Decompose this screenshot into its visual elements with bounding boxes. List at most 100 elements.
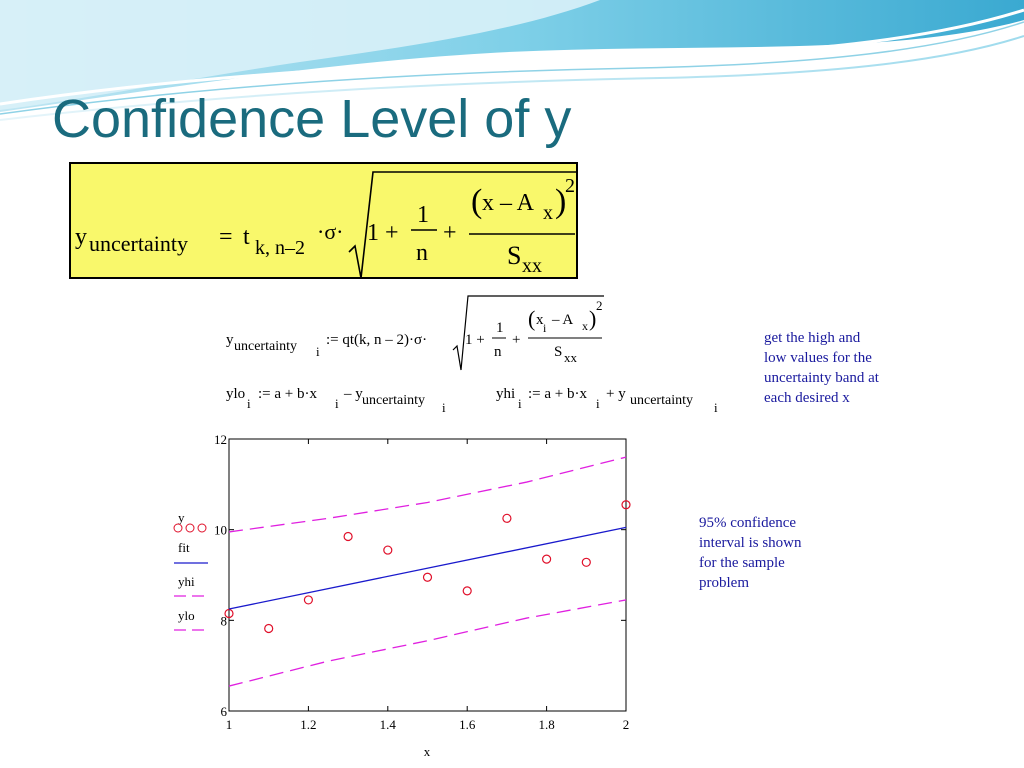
note-high-low-line: get the high and	[764, 330, 861, 346]
formula-lhs-sub: uncertainty	[89, 231, 188, 256]
data-point-y	[383, 545, 393, 555]
slide-title: Confidence Level of y	[52, 89, 572, 149]
header-wave-decoration	[0, 0, 1024, 121]
legend-label-ylo: ylo	[178, 608, 195, 623]
data-point-y	[303, 595, 313, 605]
formula-f2-den: S	[507, 241, 521, 270]
data-point-y	[343, 531, 353, 542]
y-tick-label: 8	[221, 613, 228, 628]
ylo-rhs-tail: – y	[343, 386, 363, 402]
formula-t: t	[243, 224, 250, 250]
note-confidence-line: 95% confidence	[699, 515, 797, 531]
def1-rparen: )	[589, 306, 596, 331]
data-point-y	[581, 557, 591, 567]
yhi-rhs: := a + b·x	[528, 386, 587, 402]
data-point-y	[224, 608, 234, 619]
ylo-rhs: := a + b·x	[258, 386, 317, 402]
formula-svg: y uncertainty = t k, n–2 ·σ· 1 + 1 n + (…	[75, 171, 577, 279]
x-tick-label: 1.4	[380, 717, 397, 732]
mathcad-definitions: y uncertainty i := qt(k, n – 2)·σ· 1 + 1…	[226, 295, 718, 415]
legend-marker-y	[185, 523, 195, 533]
formula-equals: =	[219, 224, 233, 250]
def1-lhs-sub: uncertainty	[234, 339, 297, 354]
def1-plus: +	[512, 332, 520, 348]
series-line-fit	[228, 526, 627, 610]
formula-lhs: y	[75, 224, 87, 250]
yhi-rhs-sub-idx: i	[714, 400, 718, 415]
def1-f2-den-sub: xx	[564, 350, 578, 365]
formula-one-plus: 1 +	[367, 220, 399, 246]
formula-f2-rparen: )	[555, 183, 566, 220]
note-high-low-line: uncertainty band at	[764, 370, 879, 386]
def1-f2-num: x	[536, 312, 544, 328]
data-point-y	[542, 554, 552, 564]
y-tick-label: 10	[214, 523, 227, 538]
note-confidence-line: interval is shown	[699, 535, 802, 551]
note-confidence-line: for the sample	[699, 555, 785, 571]
def1-idx: i	[316, 344, 320, 359]
def1-lhs: y	[226, 332, 234, 348]
note-high-low: get the high and low values for the unce…	[764, 328, 879, 408]
data-point-y	[264, 623, 274, 634]
formula-f1-den: n	[416, 240, 428, 266]
formula-t-sub: k, n–2	[255, 237, 305, 259]
yhi-rhs-tail: + y	[606, 386, 626, 402]
formula-f2-den-sub: xx	[522, 255, 542, 277]
plot-frame	[228, 438, 627, 712]
formula-f2-exp: 2	[565, 175, 575, 197]
legend-marker-y	[197, 523, 207, 533]
yhi-rhs-idx: i	[596, 396, 600, 411]
y-tick-label: 12	[214, 432, 227, 447]
def1-sqrt	[452, 295, 604, 371]
note-confidence-line: problem	[699, 575, 749, 591]
yhi-idx: i	[518, 396, 522, 411]
data-point-y	[422, 572, 433, 582]
x-tick-label: 1.8	[538, 717, 554, 732]
x-tick-label: 2	[623, 717, 630, 732]
note-high-low-line: low values for the	[764, 350, 872, 366]
data-point-y	[621, 500, 631, 510]
note-confidence: 95% confidence interval is shown for the…	[699, 513, 802, 593]
legend-marker-y	[173, 523, 183, 533]
yhi-lhs: yhi	[496, 386, 515, 402]
x-tick-label: 1.6	[459, 717, 476, 732]
data-point-y	[462, 586, 472, 596]
def1-f1-den: n	[494, 344, 502, 360]
def1-rhs: := qt(k, n – 2)·σ·	[326, 332, 427, 348]
formula-sqrt	[348, 171, 577, 279]
def1-one: 1 +	[465, 332, 485, 348]
x-axis-label: x	[424, 744, 431, 759]
formula-f1-num: 1	[417, 202, 429, 228]
def1-f2-exp: 2	[596, 298, 603, 313]
legend-label-yhi: yhi	[178, 574, 195, 589]
series-line-ylo	[228, 599, 627, 687]
legend-label-y: y	[178, 510, 185, 525]
yhi-rhs-sub: uncertainty	[630, 393, 693, 408]
def1-f2-num-rest: – A	[551, 312, 573, 328]
formula-f2-num: x – A	[482, 190, 535, 216]
note-high-low-line: each desired x	[764, 390, 850, 406]
data-point-y	[502, 513, 512, 523]
x-tick-label: 1	[226, 717, 233, 732]
def1-f2-den: S	[554, 344, 562, 360]
def1-f2-num-i: i	[543, 321, 547, 335]
ylo-rhs-sub: uncertainty	[362, 393, 425, 408]
y-tick-label: 6	[221, 704, 228, 719]
ylo-rhs-sub-idx: i	[442, 400, 446, 415]
series-line-yhi	[228, 456, 627, 533]
def1-lparen: (	[528, 306, 535, 331]
formula-f2-num-sub: x	[543, 202, 553, 224]
legend-label-fit: fit	[178, 540, 190, 555]
ylo-lhs: ylo	[226, 386, 245, 402]
plot-legend: y fit yhi ylo	[173, 510, 208, 631]
def1-f1-num: 1	[496, 320, 504, 336]
formula-f2-lparen: (	[471, 183, 482, 220]
formula-box: y uncertainty = t k, n–2 ·σ· 1 + 1 n + (…	[69, 162, 578, 279]
ylo-rhs-idx: i	[335, 396, 339, 411]
x-tick-label: 1.2	[300, 717, 316, 732]
formula-plus: +	[443, 220, 457, 246]
confidence-plot: y fit yhi ylo x 1 1.2 1.4 1.6 1.8 2 6 8 10 12	[173, 432, 631, 759]
ylo-idx: i	[247, 396, 251, 411]
def1-f2-num-sub: x	[582, 319, 588, 333]
formula-sigma: ·σ·	[317, 219, 344, 244]
